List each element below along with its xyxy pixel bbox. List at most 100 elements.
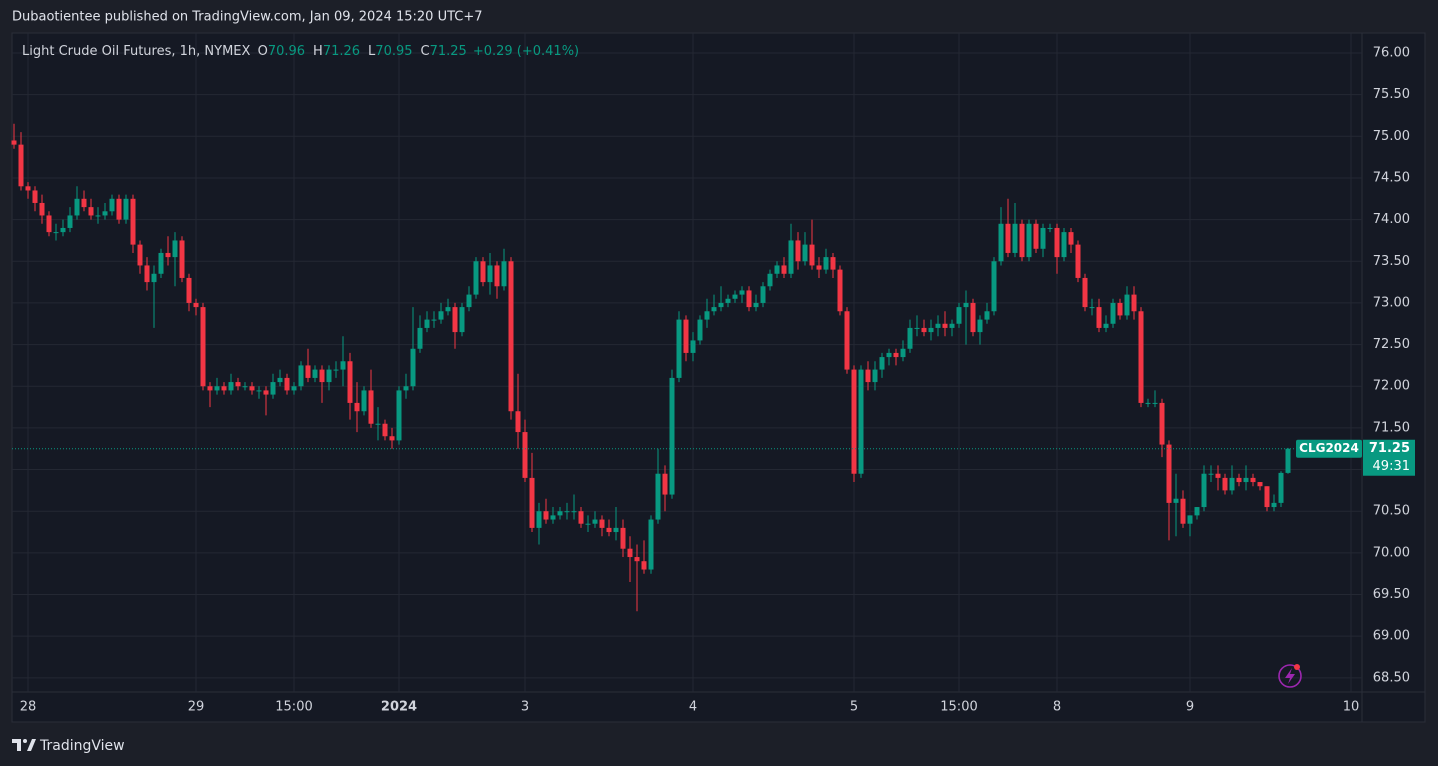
candle-body (788, 240, 794, 274)
candle-body (606, 527, 612, 533)
y-tick-label: 74.00 (1373, 212, 1410, 227)
candle-body (445, 307, 451, 312)
candle-body (760, 286, 766, 303)
candle-body (137, 244, 143, 266)
candle-body (1124, 294, 1130, 316)
y-tick-label: 73.00 (1373, 295, 1410, 310)
candle-body (193, 302, 199, 308)
candle-body (886, 352, 892, 358)
candle-body (613, 527, 619, 533)
legend: Light Crude Oil Futures, 1h, NYMEX O70.96… (22, 44, 579, 59)
legend-change: +0.29 (+0.41%) (473, 44, 579, 59)
candle-body (711, 307, 717, 312)
candle-body (298, 365, 304, 387)
alert-icon[interactable] (1278, 664, 1302, 688)
legend-title: Light Crude Oil Futures, 1h, NYMEX (22, 44, 251, 59)
brand-logo: TradingView (12, 738, 125, 754)
candle-body (102, 211, 108, 216)
y-tick-label: 70.50 (1373, 504, 1410, 519)
alert-dot[interactable] (1294, 664, 1300, 670)
candle-body (585, 523, 591, 525)
candle-body (81, 198, 87, 208)
candle-body (1215, 473, 1221, 478)
candle-body (403, 386, 409, 391)
candle-body (1152, 402, 1158, 404)
candle-body (683, 319, 689, 353)
candle-body (1229, 477, 1235, 491)
logo-mark (27, 739, 36, 751)
candle-body (879, 357, 885, 370)
candle-body (270, 382, 276, 395)
candle-body (1068, 232, 1074, 245)
candle-body (634, 557, 640, 562)
candle-body (109, 198, 115, 212)
candle-body (620, 527, 626, 549)
candle-body (753, 302, 759, 308)
candle-body (648, 519, 654, 570)
candle-body (60, 227, 66, 233)
candle-body (396, 390, 402, 441)
candle-body (431, 319, 437, 321)
candle-body (1110, 302, 1116, 324)
alert-bolt[interactable] (1285, 668, 1295, 684)
candle-body (221, 386, 227, 391)
candle-body (354, 402, 360, 412)
candle-body (1257, 482, 1263, 487)
candle-body (487, 265, 493, 283)
candle-body (767, 273, 773, 287)
candle-body (389, 436, 395, 441)
alert-ring[interactable] (1278, 664, 1302, 688)
candle-body (921, 327, 927, 333)
candle-body (1166, 444, 1172, 503)
candle-body (25, 186, 31, 191)
legend-value: 70.96 (268, 44, 305, 59)
candle-body (53, 232, 59, 234)
candle-body (837, 269, 843, 312)
candle-body (1250, 477, 1256, 483)
y-tick-label: 72.00 (1373, 379, 1410, 394)
symbol-label: CLG2024 (1299, 441, 1359, 455)
candle-body (1012, 223, 1018, 253)
candle-body (263, 390, 269, 395)
candle-body (970, 302, 976, 333)
candle-body (305, 365, 311, 378)
x-tick-label: 28 (20, 700, 37, 715)
y-tick-label: 69.00 (1373, 629, 1410, 644)
candle-body (1187, 515, 1193, 524)
x-tick-label: 4 (689, 700, 697, 715)
candle-body (956, 307, 962, 324)
candle-body (172, 240, 178, 258)
candle-body (1236, 477, 1242, 483)
candle-body (32, 190, 38, 203)
candle-body (361, 390, 367, 412)
candle-body (704, 311, 710, 320)
candle-body (914, 327, 920, 329)
candle-body (333, 369, 339, 371)
x-tick-label: 29 (188, 700, 205, 715)
candle-body (1173, 498, 1179, 503)
candle-body (235, 382, 241, 387)
candle-body (123, 198, 129, 220)
candle-body (1208, 473, 1214, 475)
candle-body (1159, 402, 1165, 445)
x-tick-label: 3 (521, 700, 529, 715)
candle-body (249, 386, 255, 391)
candle-body (676, 319, 682, 378)
candle-body (473, 261, 479, 295)
candle-body (417, 327, 423, 349)
candle-body (410, 348, 416, 387)
countdown: 49:31 (1373, 459, 1410, 474)
price-tag-value: 71.25 (1369, 441, 1410, 456)
candle-body (732, 294, 738, 299)
brand-name: TradingView (39, 738, 125, 754)
candle-body (627, 548, 633, 558)
candle-body (368, 390, 374, 424)
candle-body (529, 477, 535, 528)
candle-body (669, 377, 675, 495)
candle-body (1117, 302, 1123, 316)
candle-body (557, 511, 563, 516)
symbol-tag (1296, 439, 1362, 458)
candle-body (907, 327, 913, 349)
y-tick-label: 75.00 (1373, 129, 1410, 144)
y-tick-label: 74.50 (1373, 170, 1410, 185)
